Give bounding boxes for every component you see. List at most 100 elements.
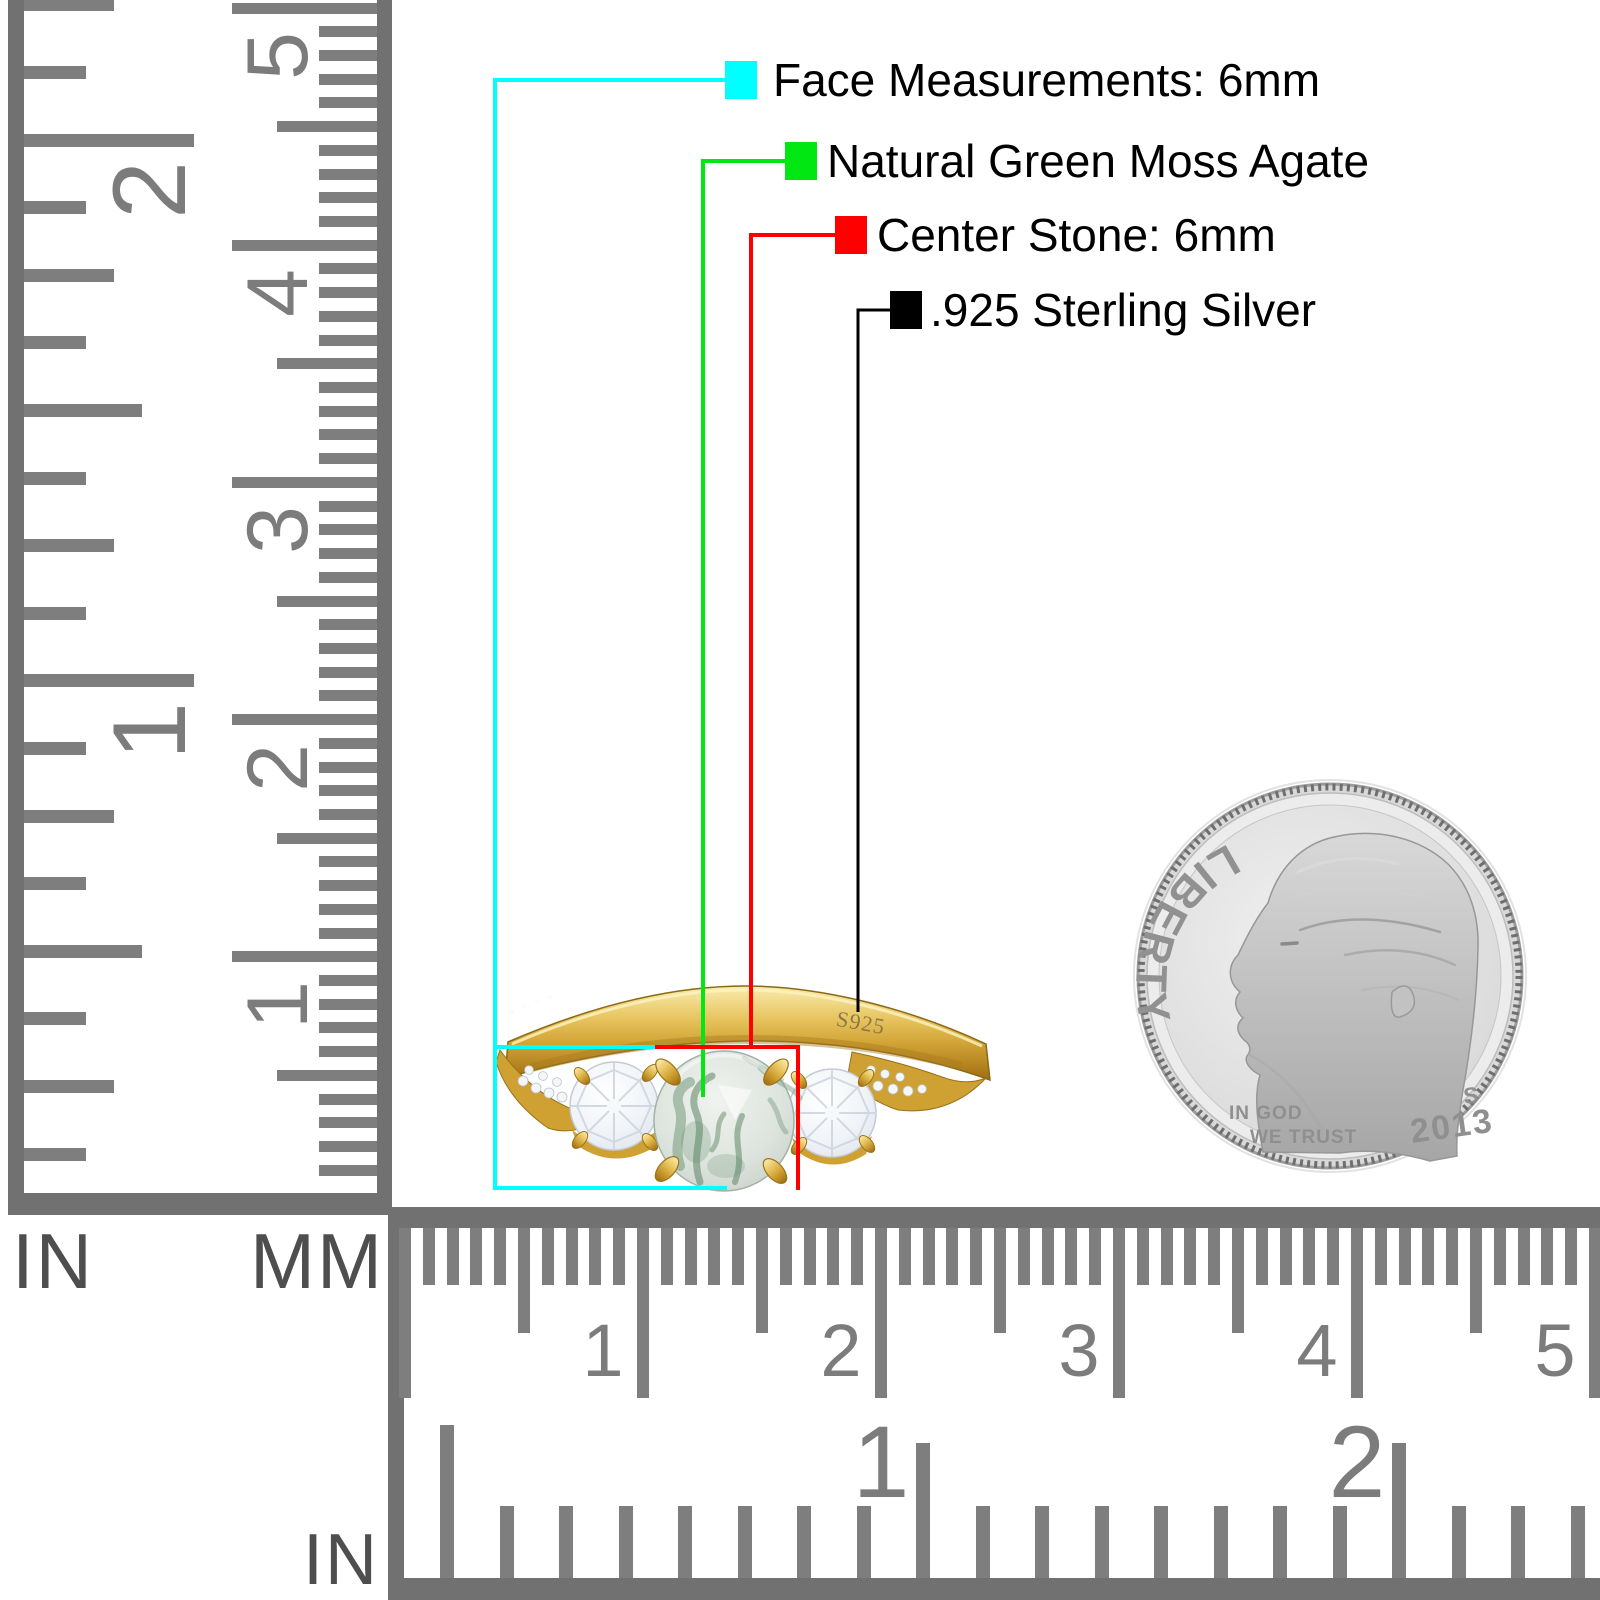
callout-moss-agate: Natural Green Moss Agate [785,137,1369,185]
bottom-ruler-cm-number: 3 [1058,1309,1100,1392]
bottom-ruler-mm-tick [1184,1228,1197,1285]
coin-illustration: LIBERTY IN GOD WE TRUST 2013 S [1126,779,1527,1173]
coin-reeded-edge [1137,783,1523,1169]
left-ruler-mm-tick [319,1164,377,1176]
sterling-silver-swatch [890,291,922,330]
bottom-ruler-mm-tick [898,1228,911,1285]
bottom-ruler-mm-tick [422,1228,435,1285]
left-ruler-mm-tick [319,453,377,465]
center-stone-line [749,233,835,1047]
left-ruler-inch-tick [24,471,86,485]
bottom-ruler-mm-tick [1446,1228,1459,1285]
bottom-ruler-mm-tick [1065,1228,1078,1285]
bottom-ruler-inch-tick [1273,1506,1287,1578]
bottom-ruler-inch-tick [678,1506,692,1578]
left-ruler-mm-tick [319,26,377,38]
left-ruler-mm-tick [319,642,377,654]
bottom-ruler-inch-tick [618,1506,633,1578]
bottom-ruler-mm-tick [1232,1228,1244,1333]
bottom-ruler-cm-number: 2 [820,1309,862,1392]
bottom-ruler-mm-tick [660,1228,673,1285]
sterling-silver-label: .925 Sterling Silver [930,284,1317,336]
moss-agate-swatch [785,142,817,181]
left-ruler-mm-tick [319,405,377,417]
left-ruler-mm-tick [319,737,377,749]
left-ruler-left-edge [8,0,24,1215]
bottom-ruler-mm-tick [1089,1228,1102,1285]
bottom-ruler-mm-tick [1303,1228,1316,1285]
bottom-ruler-mm-tick [1398,1228,1411,1285]
coin-portrait [1229,832,1479,1162]
bottom-ruler-mm-tick [399,1228,411,1398]
face-measurement-line [493,78,727,1190]
bottom-ruler-inch-number: 1 [852,1405,910,1519]
bottom-ruler-mm-tick [1541,1228,1554,1285]
bottom-ruler-mm-tick [1041,1228,1054,1285]
coin-motto-line1: IN GOD [1229,1103,1303,1124]
left-ruler-mm-tick [277,1069,377,1081]
bottom-ruler-mm-tick [1565,1228,1578,1285]
bottom-ruler-inch-tick [1451,1506,1466,1578]
bottom-ruler-inch-number: 2 [1328,1405,1386,1519]
left-ruler-mm-tick [319,215,377,227]
left-side-stone [569,1061,659,1151]
left-ruler-inch-tick [24,741,86,755]
left-ruler-mm-tick [232,2,377,14]
bottom-ruler-inch-tick [737,1506,752,1578]
bottom-ruler-mm-tick [851,1228,864,1285]
left-ruler-mm-tick [232,476,377,488]
ring-illustration: S925 [495,985,991,1192]
bottom-ruler-inch-tick [1094,1506,1109,1578]
bottom-ruler-mm-tick [637,1228,649,1398]
moss-agate-label: Natural Green Moss Agate [827,135,1370,187]
left-ruler-mm-tick [319,998,377,1010]
bottom-ruler-mm-tick [779,1228,792,1285]
bottom-ruler-inch-tick [1332,1506,1347,1578]
left-ruler-mm-tick [319,500,377,512]
left-ruler-mm-tick [319,666,377,678]
bottom-ruler-mm-tick [756,1228,768,1333]
left-ruler-mm-tick [319,73,377,85]
center-moss-agate-stone [653,1050,803,1192]
left-ruler-mm-tick [319,287,377,299]
bottom-ruler-mm-tick [803,1228,816,1285]
bottom-ruler-mm-tick [1160,1228,1173,1285]
callout-sterling-silver: .925 Sterling Silver [890,286,1316,334]
left-ruler-mm-tick [232,239,377,251]
left-ruler-mm-tick [319,144,377,156]
bottom-ruler-inch-tick [916,1443,930,1578]
bottom-ruler-cm-number: 4 [1296,1309,1338,1392]
left-ruler-mm-tick [319,524,377,536]
bottom-ruler-mm-tick [1493,1228,1506,1285]
bottom-ruler-inch-tick [1213,1506,1228,1578]
bottom-ruler-mm-tick [1422,1228,1435,1285]
left-ruler-inch-tick [24,268,114,282]
left-ruler-inch-tick [24,944,142,958]
left-ruler-inch-tick [24,1079,114,1093]
left-ruler-mm-tick [277,358,377,370]
left-ruler-mm-tick [319,927,377,939]
bottom-ruler-inch-tick [1570,1506,1585,1578]
bottom-ruler-mm-tick [1470,1228,1482,1333]
left-ruler-inch-tick [24,877,86,891]
left-ruler-inch-tick [24,606,86,620]
bottom-ruler-inch-unit-label: IN [303,1520,379,1600]
bottom-ruler-mm-tick [518,1228,530,1333]
bottom-ruler-mm-tick [470,1228,483,1285]
left-ruler-mm-tick [277,832,377,844]
left-ruler-mm-unit-label: MM [250,1217,384,1305]
left-ruler-mm-tick [319,1046,377,1058]
bottom-ruler-mm-tick [732,1228,745,1285]
bottom-ruler-mm-tick [1589,1228,1600,1398]
bottom-ruler-mm-tick [684,1228,697,1285]
left-ruler-inch-tick [24,674,194,688]
bottom-ruler-mm-tick [1136,1228,1149,1285]
left-ruler-mm-tick [319,1117,377,1129]
left-ruler-mm-tick [277,121,377,133]
left-ruler-mm-tick [232,951,377,963]
face-measurements-label: Face Measurements: 6mm [773,54,1321,106]
bottom-ruler-mm-tick [1279,1228,1292,1285]
left-ruler-mm-tick [319,690,377,702]
